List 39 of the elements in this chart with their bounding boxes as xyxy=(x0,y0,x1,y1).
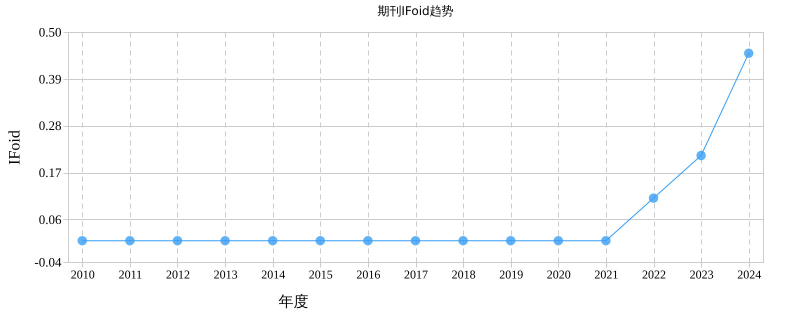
x-tick-label: 2014 xyxy=(261,268,286,282)
point xyxy=(363,236,373,246)
x-tick-label: 2020 xyxy=(546,268,571,282)
point xyxy=(220,236,230,246)
y-tick-label: 0.39 xyxy=(38,71,62,86)
point xyxy=(172,236,182,246)
x-tick-label: 2016 xyxy=(356,268,380,282)
y-tick-label: -0.04 xyxy=(34,254,62,270)
point xyxy=(125,236,135,246)
x-tick-label: 2011 xyxy=(118,268,142,282)
point xyxy=(506,236,516,246)
x-tick-label: 2021 xyxy=(594,268,618,282)
x-tick-label: 2010 xyxy=(70,268,95,282)
y-tick-label: 0.17 xyxy=(38,165,62,180)
x-tick-label: 2017 xyxy=(404,268,428,282)
point xyxy=(601,236,611,246)
point xyxy=(648,193,658,203)
point xyxy=(696,150,706,160)
x-tick-label: 2012 xyxy=(166,268,190,282)
point xyxy=(458,236,468,246)
chart-title: 期刊IFoid趋势 xyxy=(377,4,454,18)
y-tick-label: 0.28 xyxy=(38,118,62,134)
x-tick-label: 2015 xyxy=(308,268,333,282)
point xyxy=(268,236,278,246)
y-axis-title: IFoid xyxy=(6,130,24,165)
x-tick-label: 2024 xyxy=(737,268,762,282)
point xyxy=(744,48,754,58)
x-axis-title: 年度 xyxy=(278,292,308,310)
x-tick-label: 2022 xyxy=(642,268,666,282)
point xyxy=(78,236,88,246)
x-tick-label: 2019 xyxy=(499,268,524,282)
y-tick-label: 0.50 xyxy=(38,24,62,40)
point xyxy=(410,236,420,246)
point xyxy=(316,236,326,246)
x-tick-label: 2013 xyxy=(214,268,238,282)
y-tick-label: 0.06 xyxy=(38,212,62,227)
x-tick-label: 2023 xyxy=(690,268,714,282)
point xyxy=(554,236,564,246)
x-tick-label: 2018 xyxy=(452,268,476,282)
